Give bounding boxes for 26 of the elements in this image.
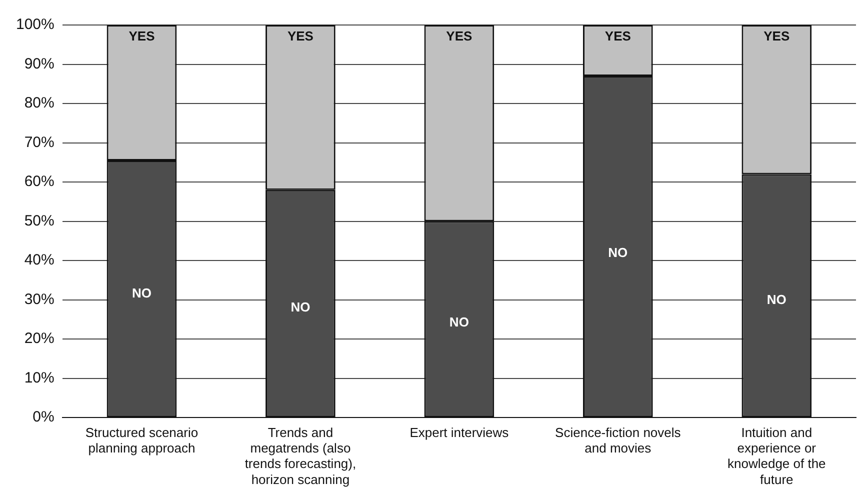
x-tick-label: Expert interviews (410, 424, 510, 440)
y-tick-label: 40% (24, 252, 54, 269)
y-tick-label: 60% (24, 173, 54, 190)
text: YES (604, 28, 631, 44)
text: NO (449, 314, 469, 330)
x-tick-label: Structured scenario planning approach (85, 424, 198, 456)
y-tick-label: 70% (24, 134, 54, 151)
y-tick-label: 0% (32, 408, 54, 426)
y-tick-label: 30% (24, 290, 54, 308)
text: YES (764, 28, 790, 44)
y-tick-label: 20% (24, 330, 54, 348)
text: NO (766, 292, 786, 308)
y-tick-label: 50% (24, 212, 54, 230)
x-tick-label: Intuition and experience or knowledge of the future (727, 424, 826, 487)
series-label: NO (290, 300, 310, 315)
text: YES (287, 28, 314, 44)
y-tick-label: 90% (24, 55, 54, 72)
y-tick-label: 100% (16, 16, 54, 34)
series-label: YES (128, 28, 156, 44)
x-tick-label: Science-fiction novels and movies (555, 424, 682, 456)
y-tick-label: 10% (24, 369, 54, 386)
x-tick-label: Trends and megatrends (also trends forecasting), horizon scanning (244, 424, 356, 487)
text: NO (132, 285, 152, 300)
y-tick-label: 80% (24, 94, 54, 112)
text: NO (608, 244, 628, 260)
text: YES (446, 28, 472, 44)
